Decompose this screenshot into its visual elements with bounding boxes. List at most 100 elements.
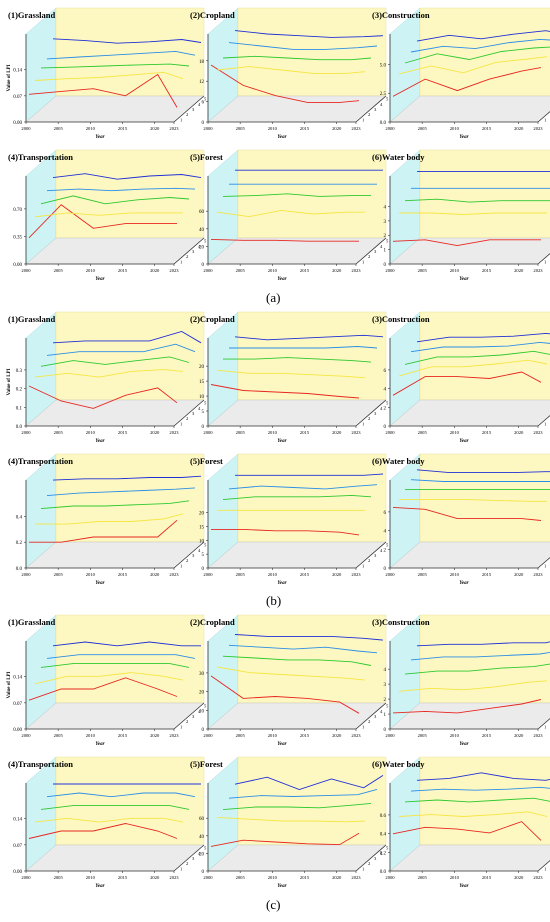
- series-line-4: [410, 651, 550, 661]
- y-tick-label: 0.0: [16, 425, 23, 430]
- y-tick-label: 0.00: [13, 263, 22, 268]
- z-tick-label: 3: [192, 249, 195, 254]
- x-tick-label: 2000: [385, 126, 395, 131]
- z-axis-line: [355, 237, 387, 265]
- x-axis-label: Year: [95, 277, 104, 282]
- z-tick-label: 2: [368, 254, 371, 259]
- y-tick-label: 0.2: [380, 851, 387, 856]
- x-tick-label: 2000: [203, 430, 213, 435]
- z-tick-label: 4: [198, 851, 201, 856]
- x-tick-label: 2015: [300, 268, 310, 273]
- y-tick-label: 2: [384, 698, 387, 703]
- x-tick-label: 2010: [268, 268, 278, 273]
- z-tick-label: 4: [380, 548, 383, 553]
- series-line-5: [52, 641, 201, 647]
- x-tick-label: 2023: [169, 733, 179, 738]
- x-axis-label: Year: [95, 884, 104, 889]
- x-tick-label: 2000: [385, 430, 395, 435]
- panel-title: (6)Water body: [372, 152, 425, 162]
- y-tick-label: 0: [384, 425, 387, 430]
- z-tick-label: 1: [180, 259, 183, 264]
- series-line-3: [404, 350, 550, 365]
- series-line-1: [392, 699, 542, 714]
- x-axis-label: Year: [277, 884, 286, 889]
- series-line-2: [399, 212, 547, 215]
- series-line-1: [392, 371, 542, 396]
- y-tick-label: 1: [384, 713, 387, 718]
- panel-title: (4)Transportation: [8, 456, 73, 466]
- y-tick-label: 2: [384, 406, 387, 411]
- x-tick-label: 2000: [21, 572, 31, 577]
- series-line-1: [28, 73, 178, 108]
- series-line-4: [228, 788, 378, 799]
- floor: [207, 844, 387, 872]
- z-axis-line: [173, 399, 205, 427]
- x-tick-label: 2005: [236, 875, 246, 880]
- z-tick-label: 5: [386, 97, 389, 102]
- x-tick-label: 2005: [418, 875, 428, 880]
- z-axis-line: [173, 95, 205, 123]
- x-axis-label: Year: [277, 581, 286, 586]
- series-line-2: [216, 66, 366, 74]
- y-tick-label: 20: [199, 852, 205, 857]
- y-tick-label: 40: [199, 835, 205, 840]
- x-tick-label: 2023: [533, 430, 543, 435]
- back-wall: [237, 614, 387, 704]
- x-tick-label: 2005: [54, 572, 64, 577]
- x-tick-label: 2020: [150, 875, 160, 880]
- y-tick-label: 5: [202, 410, 205, 415]
- x-tick-label: 2020: [150, 572, 160, 577]
- y-tick-label: 2.5: [380, 92, 387, 97]
- z-tick-label: 2: [368, 112, 371, 117]
- back-wall: [419, 614, 550, 704]
- z-tick-label: 3: [192, 714, 195, 719]
- y-tick-label: 0.2: [16, 541, 23, 546]
- y-tick-label: 0.6: [380, 814, 387, 819]
- z-tick-label: 1: [544, 724, 547, 729]
- x-tick-label: 2015: [482, 268, 492, 273]
- x-axis-label: Year: [277, 439, 286, 444]
- x-tick-label: 2010: [86, 430, 96, 435]
- y-tick-label: 12: [199, 80, 205, 85]
- floor: [207, 702, 387, 730]
- series-line-3: [40, 195, 190, 205]
- z-axis-line: [537, 415, 550, 427]
- y-tick-label: 0.0: [380, 121, 387, 126]
- y-tick-label: 20: [199, 512, 205, 517]
- x-tick-label: 2010: [86, 126, 96, 131]
- series-line-3: [40, 500, 190, 510]
- floor: [25, 237, 205, 265]
- z-axis-line: [355, 399, 387, 427]
- series-line-2: [398, 359, 548, 377]
- x-tick-label: 2020: [332, 733, 342, 738]
- series-line-5: [52, 38, 202, 44]
- series-line-4: [46, 487, 196, 497]
- x-tick-label: 2020: [332, 875, 342, 880]
- z-tick-label: 3: [374, 249, 377, 254]
- series-line-3: [222, 802, 372, 811]
- series-line-4: [228, 42, 378, 50]
- y-tick-label: 2: [384, 548, 387, 553]
- series-line-2: [34, 817, 184, 823]
- x-tick-label: 2010: [268, 430, 278, 435]
- series-line-1: [29, 519, 178, 543]
- series-line-2: [216, 816, 366, 823]
- x-tick-label: 2010: [450, 733, 460, 738]
- back-wall: [237, 311, 387, 401]
- series-line-2: [34, 369, 184, 378]
- x-tick-label: 2000: [203, 126, 213, 131]
- x-tick-label: 2010: [86, 875, 96, 880]
- x-tick-label: 2010: [450, 126, 460, 131]
- y-tick-label: 0.00: [13, 728, 22, 733]
- y-tick-label: 0.00: [13, 121, 22, 126]
- panel-title: (4)Transportation: [8, 152, 73, 162]
- series-line-4: [228, 644, 378, 654]
- x-tick-label: 2010: [268, 126, 278, 131]
- z-tick-label: 5: [386, 846, 389, 851]
- x-tick-label: 2000: [385, 572, 395, 577]
- series-line-5: [52, 331, 202, 344]
- y-tick-label: 4: [384, 205, 387, 210]
- back-wall: [419, 149, 550, 239]
- x-tick-label: 2015: [482, 430, 492, 435]
- x-tick-label: 2005: [54, 430, 64, 435]
